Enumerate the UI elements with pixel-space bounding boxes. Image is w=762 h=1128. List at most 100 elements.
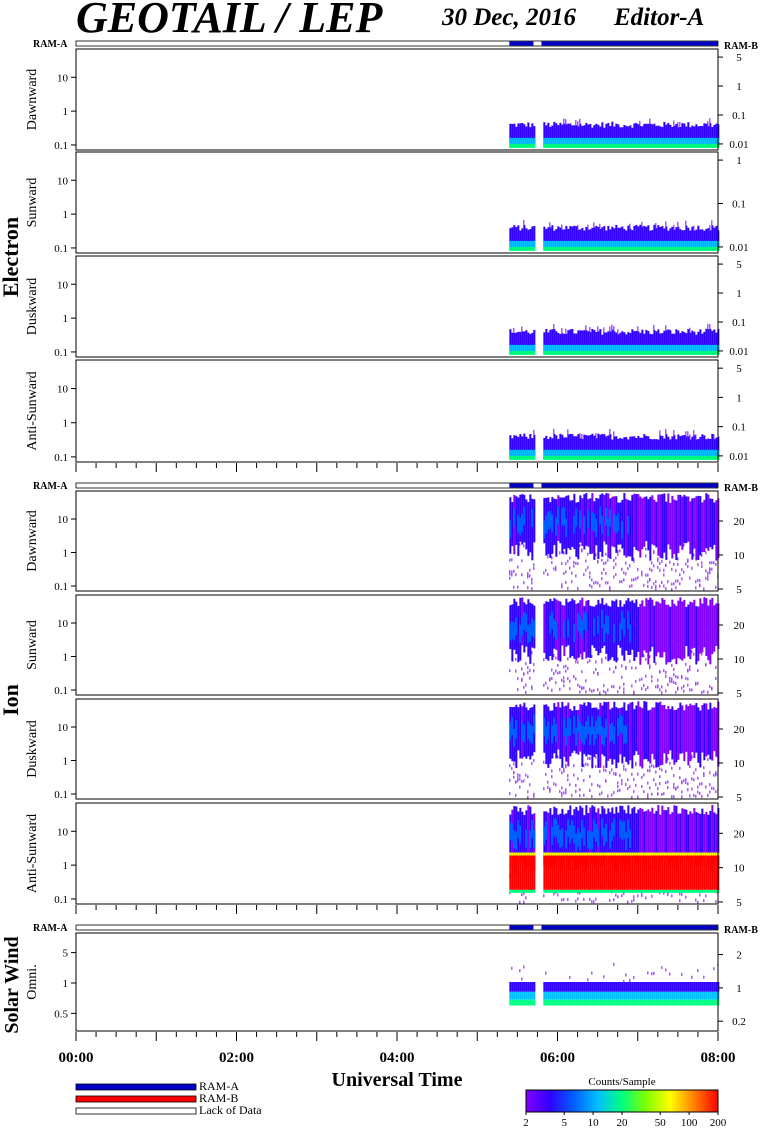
electron-band-mid bbox=[615, 344, 618, 354]
ion-core bbox=[657, 494, 660, 556]
ion-band-edge bbox=[677, 889, 680, 893]
electron-band-mid bbox=[613, 449, 616, 459]
sw-band-mid bbox=[525, 991, 528, 1000]
ion-core bbox=[595, 604, 598, 651]
electron-band-high bbox=[687, 350, 690, 355]
electron-band-high bbox=[563, 350, 566, 355]
electron-band-low bbox=[569, 329, 572, 354]
sw-band bbox=[579, 982, 582, 992]
electron-band-high bbox=[567, 246, 570, 251]
ion-core bbox=[673, 603, 676, 659]
ion-peak bbox=[525, 829, 528, 848]
electron-band-mid bbox=[531, 344, 534, 354]
electron-band-low bbox=[651, 439, 654, 459]
electron-band-low bbox=[561, 229, 564, 250]
electron-band-mid bbox=[545, 137, 548, 147]
ion-peak bbox=[611, 822, 614, 841]
electron-band-high bbox=[597, 350, 600, 355]
electron-band-mid bbox=[647, 137, 650, 147]
electron-band-high bbox=[595, 455, 598, 460]
electron-band-mid bbox=[641, 449, 644, 459]
ion-core bbox=[659, 701, 662, 766]
electron-band-low bbox=[549, 227, 552, 250]
ion-peak bbox=[543, 520, 546, 539]
ion-peak bbox=[623, 618, 626, 637]
ion-speck bbox=[677, 675, 679, 679]
ion-speck bbox=[653, 765, 655, 769]
ion-red-band bbox=[549, 855, 552, 890]
ion-red-band bbox=[595, 855, 598, 890]
ion-speck bbox=[561, 771, 563, 775]
electron-band-high bbox=[611, 246, 614, 251]
electron-band-high bbox=[603, 246, 606, 251]
electron-band-low bbox=[667, 436, 670, 459]
ion-speck bbox=[561, 786, 563, 790]
ion-core bbox=[557, 600, 560, 661]
ion-peak bbox=[509, 722, 512, 741]
ion-core bbox=[575, 603, 578, 661]
ion-speck bbox=[619, 773, 621, 777]
ion-red-band bbox=[585, 855, 588, 890]
electron-speck bbox=[707, 324, 709, 330]
electron-band-low bbox=[615, 123, 618, 147]
electron-band-mid bbox=[679, 137, 682, 147]
electron-band-high bbox=[609, 455, 612, 460]
electron-band-high bbox=[613, 143, 616, 148]
electron-band-mid bbox=[715, 240, 718, 250]
sw-band-mid bbox=[601, 991, 604, 1000]
ion-speck bbox=[643, 773, 645, 777]
ion-speck bbox=[705, 894, 707, 898]
ion-peak bbox=[589, 831, 592, 850]
ion-speck bbox=[617, 552, 619, 556]
ion-speck bbox=[515, 657, 517, 661]
ion-speck bbox=[509, 572, 511, 576]
sw-band-mid bbox=[607, 991, 610, 1000]
ion-peak bbox=[515, 617, 518, 636]
ion-core bbox=[661, 598, 664, 658]
ion-peak bbox=[517, 514, 520, 533]
electron-band-low bbox=[647, 436, 650, 459]
ion-speck bbox=[631, 584, 633, 588]
electron-band-low bbox=[567, 123, 570, 147]
ion-speck bbox=[509, 569, 511, 573]
ion-speck bbox=[673, 673, 675, 677]
electron-band-high bbox=[587, 246, 590, 251]
electron-band-low bbox=[639, 332, 642, 354]
ion-band-edge bbox=[513, 852, 516, 856]
electron-band-high bbox=[573, 350, 576, 355]
electron-band-mid bbox=[511, 344, 514, 354]
legend-label: RAM-A bbox=[199, 1079, 239, 1093]
electron-band-mid bbox=[515, 137, 518, 147]
electron-band-low bbox=[523, 331, 526, 354]
ion-speck bbox=[623, 690, 625, 694]
left-tick-label: 0.1 bbox=[54, 347, 68, 359]
ion-speck bbox=[645, 674, 647, 678]
sw-speck bbox=[545, 971, 547, 975]
electron-band-mid bbox=[703, 344, 706, 354]
sw-speck bbox=[623, 980, 625, 984]
electron-band-mid bbox=[697, 137, 700, 147]
ion-speck bbox=[529, 568, 531, 572]
sw-band-mid bbox=[651, 991, 654, 1000]
ion-speck bbox=[589, 688, 591, 692]
sw-band-mid bbox=[689, 991, 692, 1000]
electron-band-low bbox=[563, 333, 566, 354]
ion-core bbox=[687, 814, 690, 861]
ion-peak bbox=[579, 615, 582, 634]
ion-band-edge bbox=[675, 852, 678, 856]
ion-core bbox=[671, 599, 674, 660]
sw-band bbox=[689, 982, 692, 992]
ion-peak bbox=[585, 613, 588, 632]
ion-core bbox=[523, 814, 526, 873]
electron-band-low bbox=[687, 122, 690, 147]
ion-speck bbox=[567, 666, 569, 670]
electron-band-low bbox=[551, 329, 554, 354]
ion-speck bbox=[679, 892, 681, 896]
ion-speck bbox=[599, 784, 601, 788]
sw-band-high bbox=[545, 999, 548, 1006]
ion-core bbox=[615, 599, 618, 663]
electron-band-high bbox=[593, 455, 596, 460]
ion-core bbox=[679, 597, 682, 660]
ion-speck bbox=[627, 900, 629, 904]
electron-band-mid bbox=[519, 240, 522, 250]
